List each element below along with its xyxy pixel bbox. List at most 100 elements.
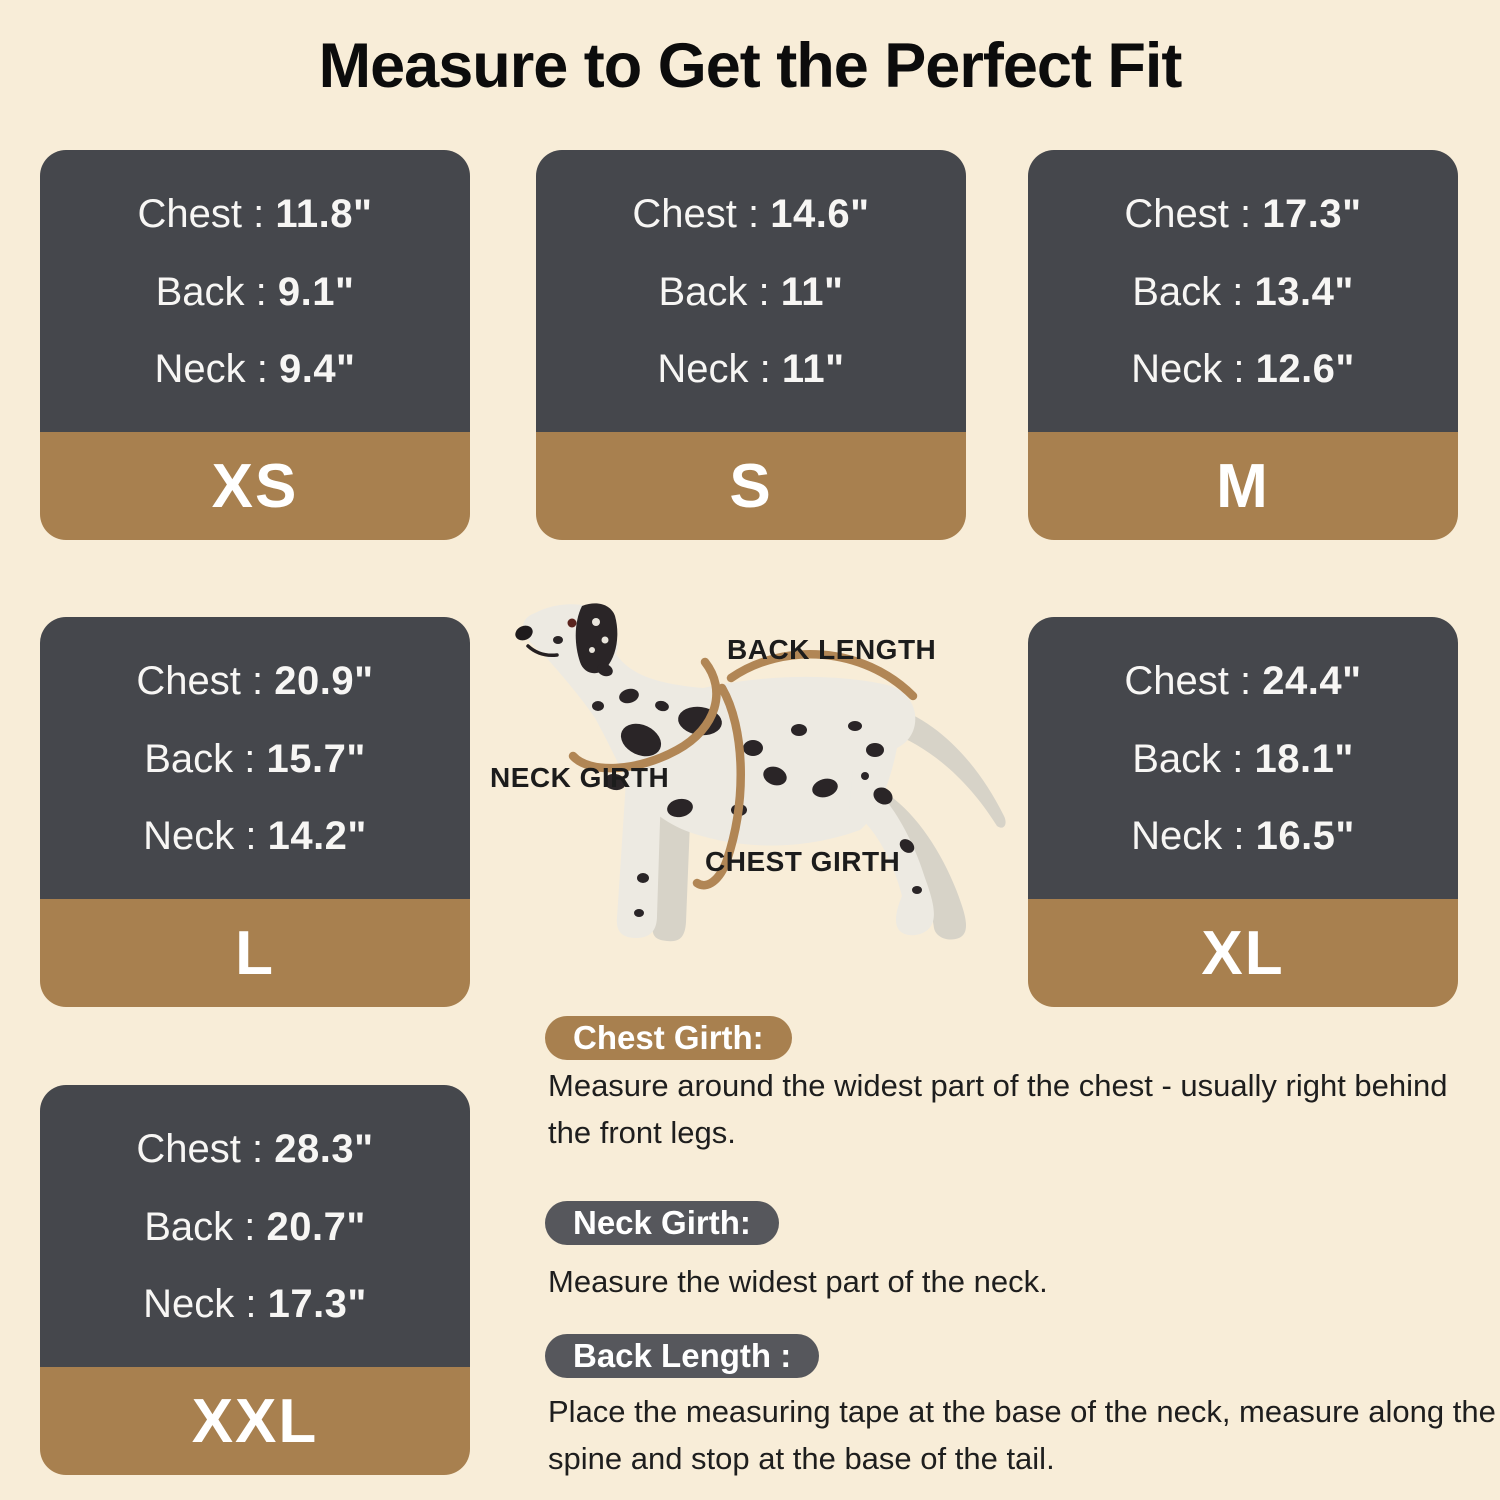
separator: :	[747, 269, 781, 314]
size-card-xl-measurements: Chest : 24.4" Back : 18.1" Neck : 16.5"	[1028, 617, 1458, 899]
measurement-row-chest: Chest : 28.3"	[136, 1127, 373, 1172]
back-label: Back	[1132, 736, 1222, 781]
separator: :	[240, 659, 275, 704]
size-card-xxl: Chest : 28.3" Back : 20.7" Neck : 17.3" …	[40, 1085, 470, 1475]
measurement-row-neck: Neck : 9.4"	[154, 347, 355, 392]
back-label: Back	[144, 736, 234, 781]
chest-girth-description: Measure around the widest part of the ch…	[548, 1068, 1448, 1150]
back-value: 20.7"	[266, 1204, 366, 1249]
size-letter: XS	[211, 451, 299, 521]
back-length-callout: BACK LENGTH	[727, 634, 937, 665]
measurement-row-back: Back : 15.7"	[144, 737, 366, 782]
neck-girth-description: Measure the widest part of the neck.	[548, 1264, 1048, 1299]
back-value: 13.4"	[1254, 269, 1354, 314]
size-card-xl: Chest : 24.4" Back : 18.1" Neck : 16.5" …	[1028, 617, 1458, 1007]
size-letter: S	[729, 451, 773, 521]
measurement-row-neck: Neck : 12.6"	[1131, 347, 1355, 392]
neck-girth-heading: Neck Girth:	[573, 1204, 751, 1241]
measurement-row-back: Back : 11"	[658, 270, 843, 315]
neck-label: Neck	[1131, 346, 1223, 391]
chest-value: 11.8"	[275, 192, 373, 237]
chest-value: 28.3"	[274, 1127, 374, 1172]
size-card-xs-footer: XS	[40, 432, 470, 540]
size-letter: XL	[1201, 918, 1285, 988]
size-letter: L	[235, 918, 275, 988]
page-title: Measure to Get the Perfect Fit	[318, 31, 1183, 101]
measurement-row-back: Back : 9.1"	[156, 270, 355, 315]
size-card-xl-footer: XL	[1028, 899, 1458, 1007]
measurement-row-neck: Neck : 17.3"	[143, 1282, 367, 1327]
measurement-row-back: Back : 13.4"	[1132, 270, 1354, 315]
separator: :	[245, 346, 279, 391]
back-label: Back	[155, 269, 245, 314]
back-value: 11"	[780, 269, 844, 314]
size-letter: M	[1216, 451, 1270, 521]
separator: :	[1222, 813, 1256, 858]
neck-label: Neck	[1131, 813, 1223, 858]
separator: :	[1222, 346, 1256, 391]
back-label: Back	[144, 1204, 234, 1249]
measurement-row-back: Back : 20.7"	[144, 1205, 366, 1250]
size-card-m-footer: M	[1028, 432, 1458, 540]
separator: :	[748, 346, 782, 391]
separator: :	[736, 192, 771, 237]
back-label: Back	[1132, 269, 1222, 314]
back-length-heading-badge: Back Length :	[545, 1334, 820, 1378]
chest-label: Chest	[136, 659, 241, 704]
size-card-m-measurements: Chest : 17.3" Back : 13.4" Neck : 12.6"	[1028, 150, 1458, 432]
back-length-description: Place the measuring tape at the base of …	[548, 1394, 1496, 1476]
measurement-row-chest: Chest : 11.8"	[138, 192, 373, 237]
measurement-row-neck: Neck : 14.2"	[143, 814, 367, 859]
separator: :	[242, 192, 276, 237]
chest-value: 17.3"	[1262, 192, 1362, 237]
chest-label: Chest	[1124, 192, 1229, 237]
chest-label: Chest	[136, 1127, 241, 1172]
separator: :	[1228, 192, 1263, 237]
size-card-m: Chest : 17.3" Back : 13.4" Neck : 12.6" …	[1028, 150, 1458, 540]
chest-label: Chest	[1124, 659, 1229, 704]
chest-label: Chest	[137, 192, 243, 237]
size-card-xs-measurements: Chest : 11.8" Back : 9.1" Neck : 9.4"	[40, 150, 470, 432]
neck-label: Neck	[657, 346, 749, 391]
separator: :	[233, 736, 267, 781]
measurement-row-neck: Neck : 16.5"	[1131, 814, 1355, 859]
separator: :	[1221, 269, 1255, 314]
measurement-row-neck: Neck : 11"	[657, 347, 844, 392]
back-value: 15.7"	[266, 736, 366, 781]
neck-value: 12.6"	[1255, 346, 1355, 391]
chest-value: 14.6"	[770, 192, 870, 237]
measurement-row-chest: Chest : 20.9"	[136, 659, 373, 704]
separator: :	[1221, 736, 1255, 781]
separator: :	[234, 813, 268, 858]
size-card-xs: Chest : 11.8" Back : 9.1" Neck : 9.4" XS	[40, 150, 470, 540]
dog-illustration	[455, 578, 1045, 1028]
separator: :	[233, 1204, 267, 1249]
measurement-row-chest: Chest : 24.4"	[1124, 659, 1361, 704]
chest-girth-heading: Chest Girth:	[573, 1019, 764, 1056]
chest-value: 24.4"	[1262, 659, 1362, 704]
separator: :	[244, 269, 278, 314]
chest-girth-heading-badge: Chest Girth:	[545, 1016, 792, 1060]
size-card-s: Chest : 14.6" Back : 11" Neck : 11" S	[536, 150, 966, 540]
neck-girth-callout: NECK GIRTH	[490, 762, 670, 793]
separator: :	[1228, 659, 1263, 704]
size-card-l-footer: L	[40, 899, 470, 1007]
size-card-s-footer: S	[536, 432, 966, 540]
neck-value: 17.3"	[267, 1281, 367, 1326]
neck-label: Neck	[154, 346, 246, 391]
neck-girth-heading-badge: Neck Girth:	[545, 1201, 779, 1245]
dalmatian-dog-icon	[515, 603, 1006, 942]
measurement-row-chest: Chest : 14.6"	[632, 192, 869, 237]
neck-value: 16.5"	[1255, 813, 1355, 858]
size-card-l: Chest : 20.9" Back : 15.7" Neck : 14.2" …	[40, 617, 470, 1007]
separator: :	[240, 1127, 275, 1172]
neck-value: 14.2"	[267, 813, 367, 858]
back-label: Back	[658, 269, 748, 314]
neck-label: Neck	[143, 813, 235, 858]
back-length-heading: Back Length :	[573, 1337, 792, 1374]
chest-value: 20.9"	[274, 659, 374, 704]
back-value: 18.1"	[1254, 736, 1354, 781]
measurement-row-chest: Chest : 17.3"	[1124, 192, 1361, 237]
size-card-xxl-footer: XXL	[40, 1367, 470, 1475]
